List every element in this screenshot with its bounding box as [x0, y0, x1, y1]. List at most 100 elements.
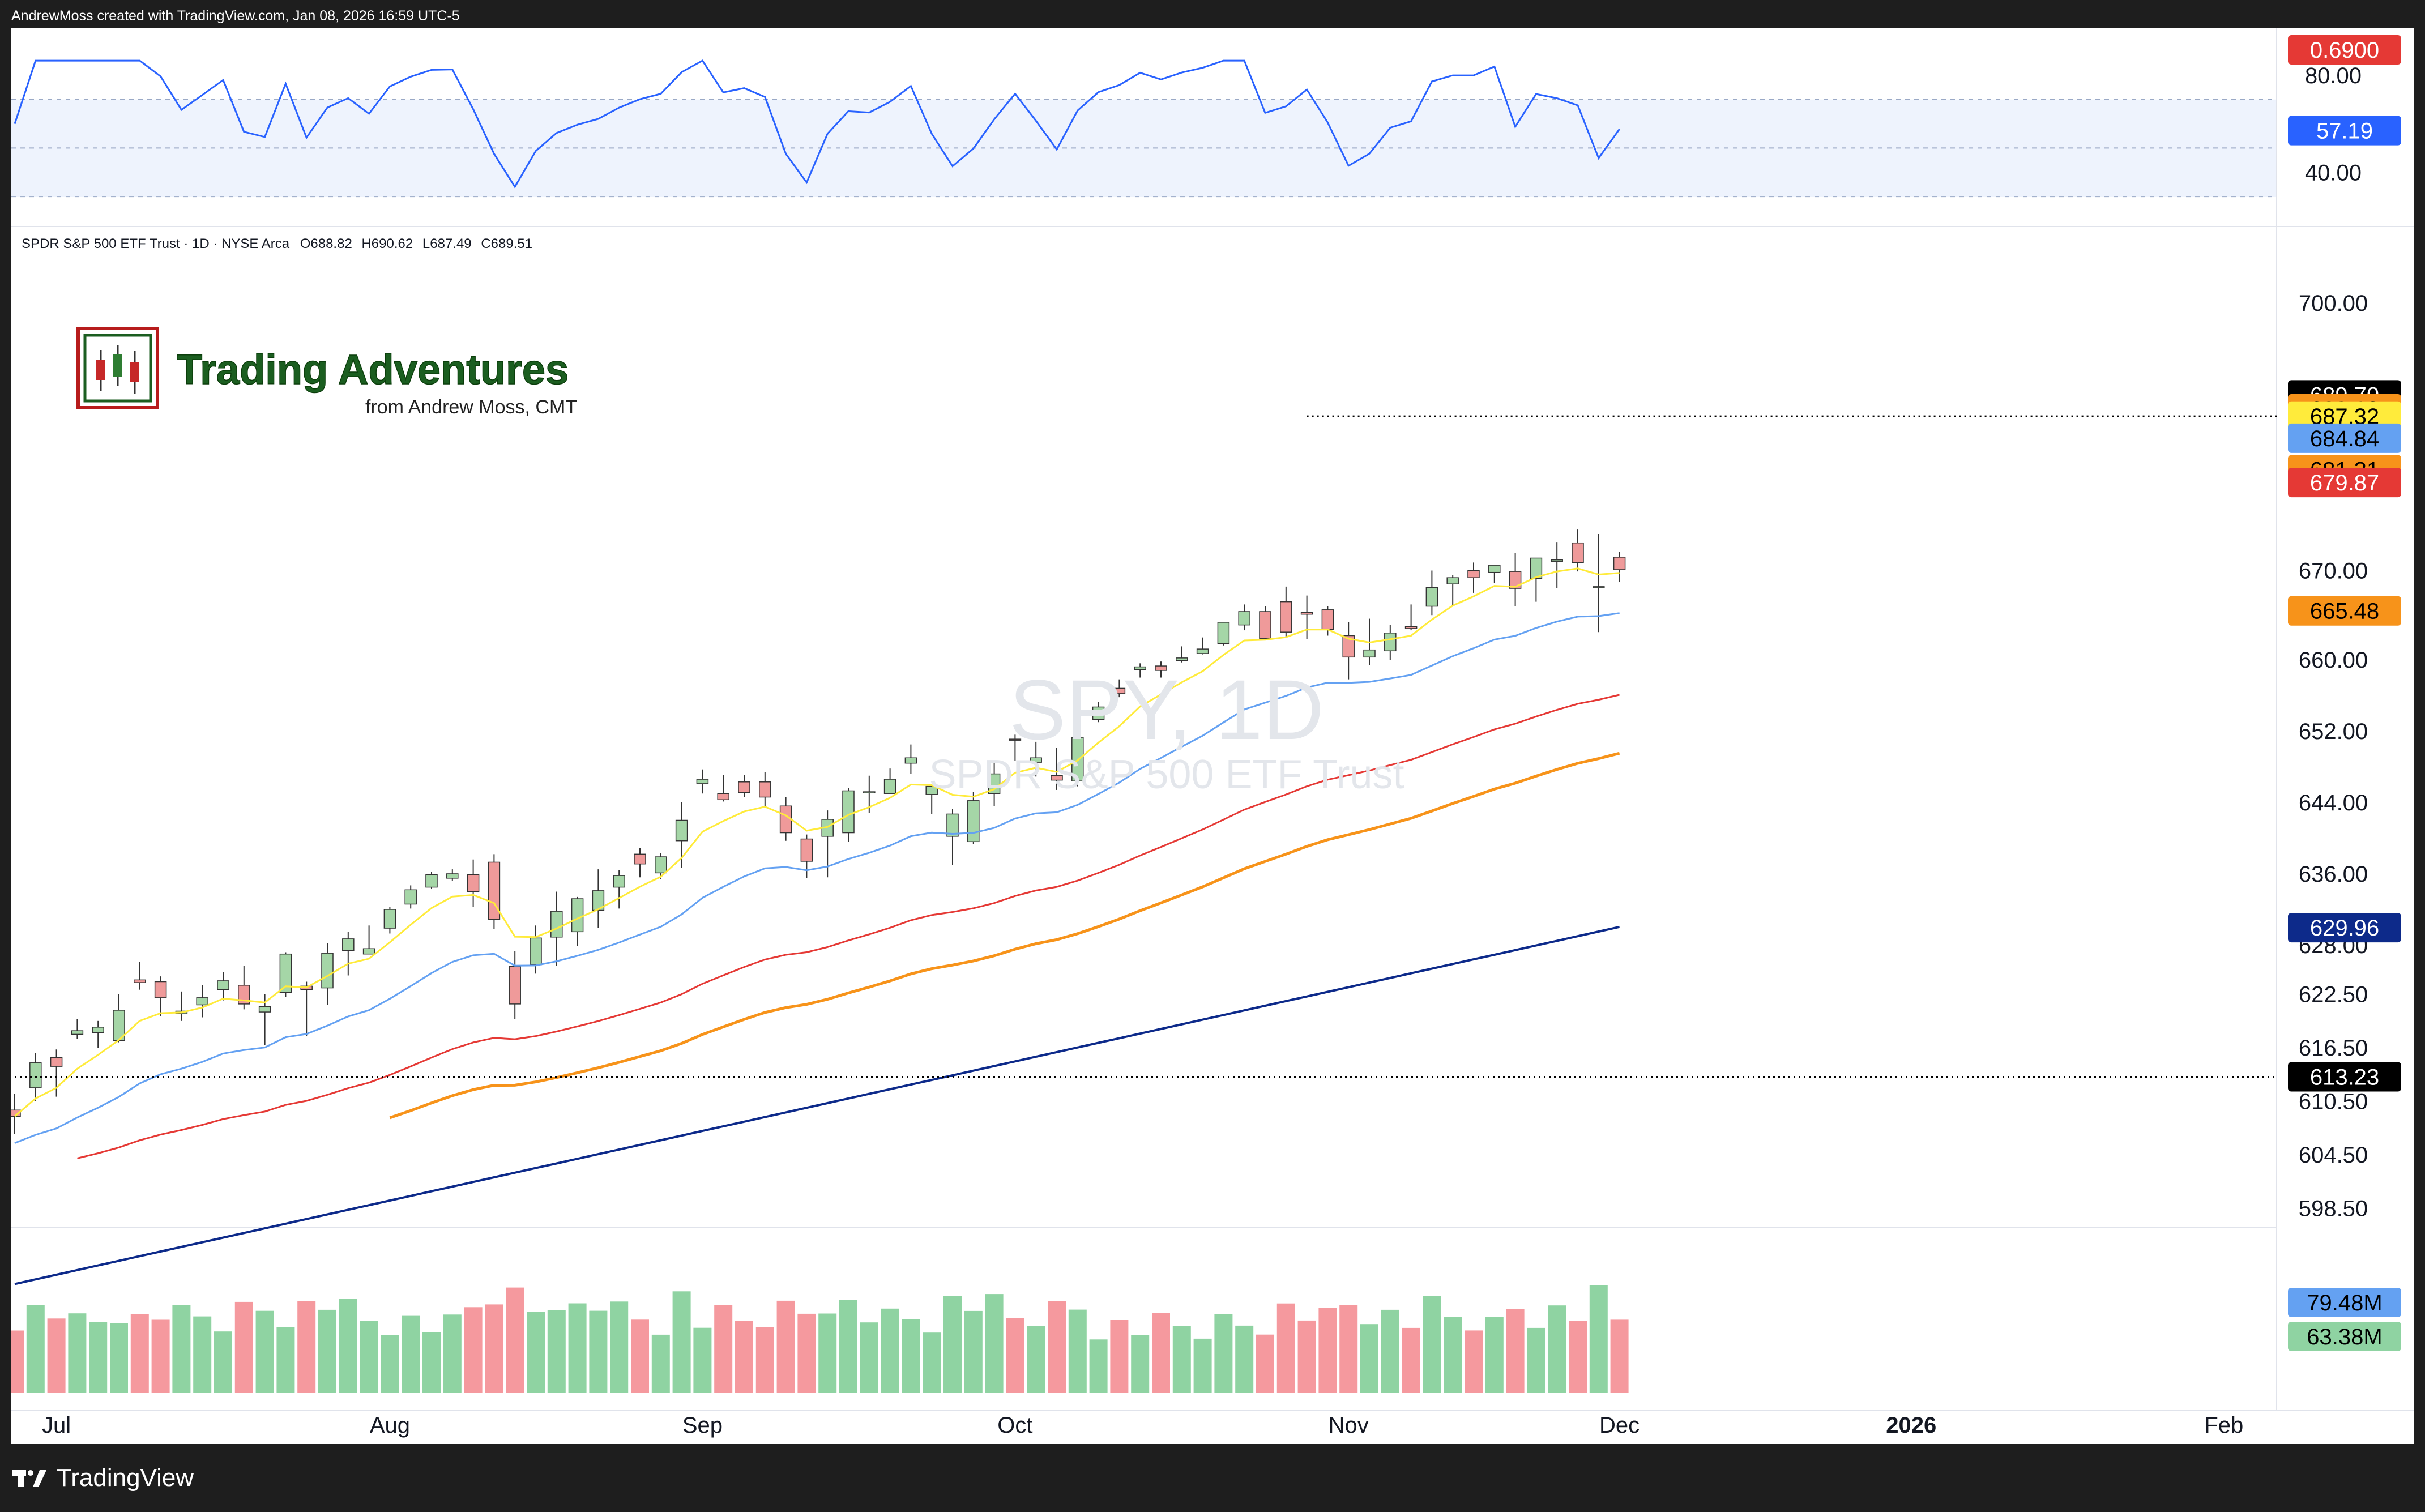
- volume-bar-up: [547, 1310, 566, 1393]
- watermark-name: SPDR S&P 500 ETF Trust: [929, 752, 1404, 797]
- rsi-value-label[interactable]: 57.19: [2288, 116, 2401, 146]
- volume-bar-up: [214, 1331, 232, 1393]
- candle-body-up: [592, 890, 605, 911]
- candle: [92, 1020, 104, 1048]
- candle: [1488, 565, 1501, 583]
- price-label[interactable]: 684.84: [2288, 423, 2401, 453]
- volume-bar-up: [589, 1310, 608, 1393]
- time-tick-label: Oct: [997, 1413, 1032, 1438]
- candle: [1217, 622, 1230, 646]
- candle-body-up: [675, 819, 688, 842]
- time-axis[interactable]: Jul Aug Sep Oct Nov Dec 2026 Feb: [42, 1413, 2243, 1438]
- candle-body-up: [1196, 648, 1209, 654]
- volume-label[interactable]: 79.48M: [2288, 1288, 2401, 1317]
- candle-body-down: [1009, 738, 1022, 741]
- volume-label[interactable]: 63.38M: [2288, 1322, 2401, 1351]
- price-pane: [8, 28, 2414, 1411]
- volume-bar-up: [985, 1294, 1004, 1393]
- candle-body-up: [1092, 706, 1105, 720]
- time-tick-label: 2026: [1886, 1413, 1936, 1438]
- candle-body-up: [883, 779, 896, 794]
- candle: [925, 785, 938, 814]
- volume-bar-down: [1318, 1308, 1337, 1393]
- price-label[interactable]: 613.23: [2288, 1062, 2401, 1092]
- volume-bar-up: [610, 1301, 629, 1393]
- volume-bar-up: [1193, 1338, 1212, 1393]
- price-label[interactable]: 629.96: [2288, 913, 2401, 943]
- candle: [1572, 529, 1584, 572]
- candle-body-down: [238, 985, 250, 1005]
- candlestick-logo-icon: [76, 327, 159, 409]
- price-label-box: [2288, 423, 2401, 453]
- candle-body-down: [1300, 612, 1313, 615]
- candle-body-up: [1446, 577, 1459, 584]
- volume-pane: [6, 1285, 1629, 1393]
- candle-body-down: [509, 966, 521, 1005]
- tradingview-logo-icon: [12, 1470, 46, 1487]
- candle-body-up: [1425, 587, 1438, 607]
- time-tick-label: Dec: [1599, 1413, 1640, 1438]
- candle: [634, 848, 646, 878]
- candle: [175, 991, 188, 1021]
- candle: [8, 1094, 21, 1134]
- candle-body-down: [1113, 687, 1126, 694]
- candle: [655, 853, 667, 879]
- ma-orange-line: [389, 751, 1620, 1120]
- candle: [1404, 604, 1418, 631]
- candle-body-down: [759, 781, 771, 798]
- candle: [571, 896, 584, 946]
- volume-bar-up: [255, 1310, 274, 1393]
- price-tick-label: 700.00: [2299, 291, 2368, 316]
- volume-bar-up: [1131, 1335, 1150, 1393]
- volume-bar-up: [318, 1309, 336, 1393]
- price-tick-label: 604.50: [2299, 1143, 2368, 1168]
- candle: [321, 943, 334, 1005]
- candle-body-down: [488, 861, 501, 920]
- price-tick-label: 610.50: [2299, 1090, 2368, 1114]
- volume-bar-down: [1048, 1301, 1066, 1393]
- candle: [217, 972, 229, 1001]
- legend-close: C689.51: [481, 236, 532, 251]
- candle: [1530, 557, 1543, 602]
- candle-body-up: [925, 785, 938, 795]
- volume-bar-down: [47, 1318, 66, 1393]
- volume-label-text: 79.48M: [2307, 1291, 2382, 1315]
- candle: [1425, 570, 1438, 616]
- price-label[interactable]: 679.87: [2288, 468, 2401, 498]
- candle-body-up: [1030, 757, 1042, 763]
- candle: [1113, 679, 1126, 698]
- time-tick-label: Aug: [370, 1413, 410, 1438]
- candle-body-down: [738, 781, 750, 793]
- rsi-top-label[interactable]: 0.6900: [2288, 35, 2401, 65]
- price-axis[interactable]: 700.00670.00660.00652.00644.00636.00628.…: [2288, 35, 2401, 1351]
- candle: [904, 744, 917, 774]
- logo-subtitle: from Andrew Moss, CMT: [365, 396, 577, 418]
- chart-frame[interactable]: 700.00 670.00 660.00 652.00 644.00 636.00 628.…: [6, 28, 2414, 1444]
- volume-bar-up: [360, 1321, 378, 1393]
- trading-adventures-logo: Trading Adventures from Andrew Moss, CMT: [76, 327, 577, 418]
- tradingview-footer[interactable]: TradingView: [11, 1455, 464, 1501]
- volume-bar-down: [1276, 1303, 1295, 1393]
- candle-body-up: [92, 1027, 104, 1033]
- candle-body-down: [134, 979, 146, 983]
- volume-bar-up: [443, 1314, 462, 1393]
- price-chart-svg[interactable]: 700.00670.00660.00652.00644.00636.00628.…: [6, 28, 2414, 1444]
- candle-body-up: [1238, 611, 1250, 626]
- candle-body-up: [1551, 559, 1563, 562]
- candle: [404, 885, 417, 909]
- candle-body-up: [71, 1030, 84, 1035]
- volume-bar-up: [381, 1335, 399, 1393]
- volume-bar-down: [1297, 1320, 1316, 1393]
- candle: [1259, 606, 1271, 639]
- rsi-pane: [11, 59, 2277, 198]
- price-label[interactable]: 665.48: [2288, 596, 2401, 626]
- volume-bar-up: [1589, 1285, 1608, 1393]
- candle-body-up: [258, 1006, 271, 1013]
- candle: [1593, 533, 1605, 633]
- candle: [342, 932, 355, 976]
- candle-body-up: [696, 779, 709, 784]
- volume-bar-up: [818, 1313, 837, 1393]
- candle-body-up: [425, 874, 438, 888]
- candle-body-up: [967, 800, 980, 843]
- volume-bar-up: [1444, 1317, 1462, 1393]
